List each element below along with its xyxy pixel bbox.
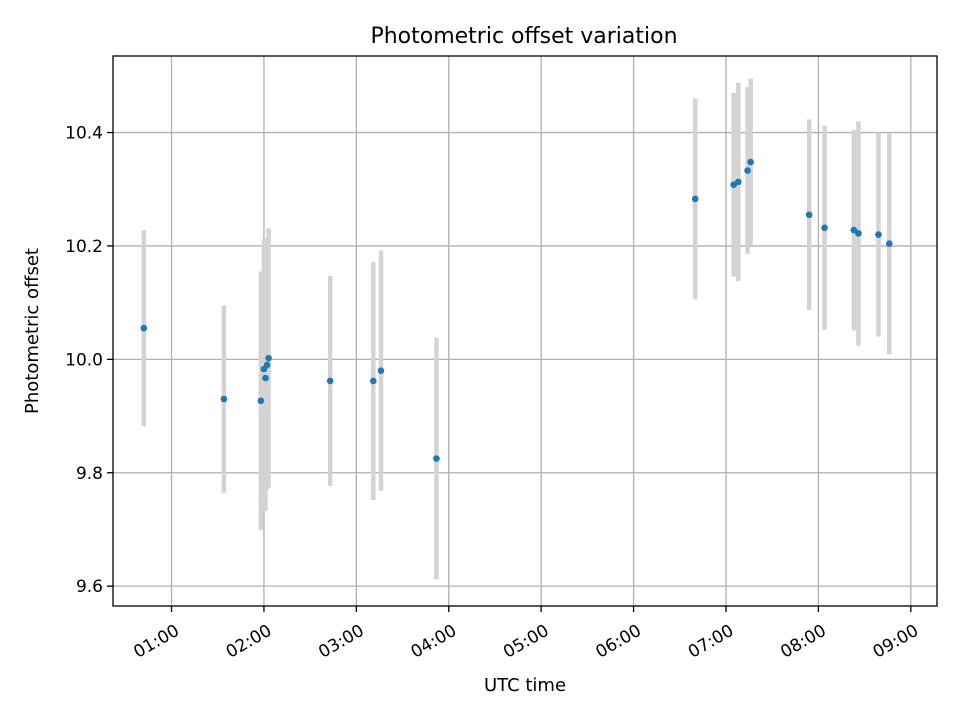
data-point — [821, 224, 828, 232]
data-point — [691, 195, 699, 203]
y-tick-label: 10.2 — [65, 237, 103, 257]
data-point — [855, 230, 862, 237]
y-tick-label: 10.4 — [65, 124, 103, 144]
error-bars — [141, 78, 892, 580]
x-tick-label: 06:00 — [592, 621, 644, 663]
data-point — [885, 240, 893, 247]
x-tick-label: 05:00 — [500, 621, 552, 663]
data-point — [875, 231, 882, 238]
x-tick-label: 09:00 — [870, 621, 922, 663]
data-point — [747, 158, 754, 166]
data-point — [744, 167, 751, 174]
y-tick-label: 10.0 — [65, 350, 103, 370]
data-point — [377, 367, 385, 374]
x-tick-label: 03:00 — [315, 621, 367, 663]
data-point — [433, 455, 440, 462]
data-point — [265, 354, 272, 362]
data-point — [257, 397, 265, 405]
data-point — [850, 226, 858, 234]
data-point — [262, 374, 269, 382]
x-axis-label: UTC time — [484, 675, 566, 696]
y-tick-label: 9.8 — [76, 464, 103, 484]
data-point — [369, 377, 377, 385]
y-tick-label: 9.6 — [76, 577, 103, 597]
x-axis-ticks: 01:00 02:00 03:00 04:00 05:00 06:00 07:00 08:00… — [130, 606, 922, 663]
data-point — [326, 377, 334, 385]
data-points — [140, 158, 893, 462]
y-axis-label: Photometric offset — [22, 248, 43, 414]
x-tick-label: 08:00 — [777, 621, 829, 663]
grid — [113, 56, 937, 606]
data-point — [735, 178, 742, 186]
plot-frame — [112, 55, 938, 607]
x-tick-label: 02:00 — [223, 621, 275, 663]
chart-title: Photometric offset variation — [370, 24, 677, 49]
x-tick-label: 04:00 — [408, 621, 460, 663]
x-tick-label: 01:00 — [130, 621, 182, 663]
y-axis-ticks: 9.6 9.8 10.0 10.2 10.4 — [65, 124, 113, 597]
data-point — [805, 211, 813, 219]
data-point — [220, 395, 228, 403]
data-point — [263, 361, 271, 369]
data-point — [140, 324, 148, 332]
x-tick-label: 07:00 — [685, 621, 737, 663]
